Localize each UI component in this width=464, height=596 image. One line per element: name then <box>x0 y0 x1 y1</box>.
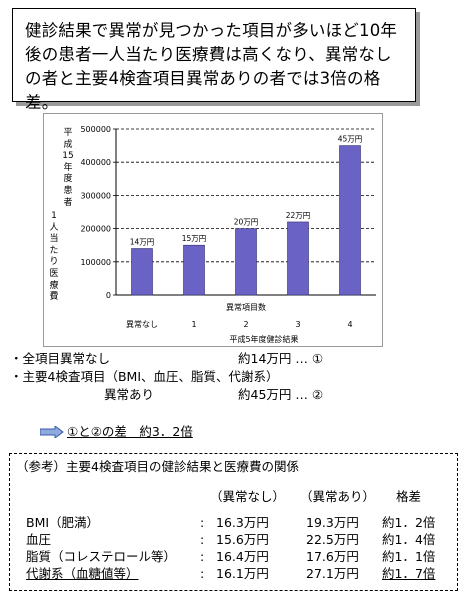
right-arrow-icon <box>40 426 64 438</box>
x-tick-label: 異常なし <box>126 320 158 329</box>
row-name: 血圧 <box>26 532 52 547</box>
row-name: BMI（肥満） <box>26 515 100 530</box>
headline-box: 健診結果で異常が見つかった項目が多いほど10年後の患者一人当たり医療費は高くなり… <box>12 8 416 112</box>
data-label: 45万円 <box>338 135 363 144</box>
row-abnormal-value: 27.1万円 <box>306 566 359 581</box>
y-tick-label: 500000 <box>80 125 111 134</box>
header-normal: （異常なし） <box>210 489 286 504</box>
y-axis-label-part1: 平成15年度患者 <box>62 128 74 208</box>
row-normal-value: 16.3万円 <box>216 515 269 530</box>
data-label: 15万円 <box>182 234 207 243</box>
row-colon: : <box>200 515 205 530</box>
row-ratio: 約1．4倍 <box>382 532 436 547</box>
note-four-items-label: ・主要4検査項目（BMI、血圧、脂質、代謝系） <box>10 369 279 384</box>
row-ratio: 約1．7倍 <box>382 566 436 581</box>
y-tick-label: 400000 <box>80 158 111 167</box>
x-tick-label: 3 <box>295 320 300 329</box>
row-abnormal-value: 19.3万円 <box>306 515 359 530</box>
row-name: 代謝系（血糖値等） <box>26 566 139 581</box>
data-label: 22万円 <box>286 211 311 220</box>
x-tick-label: 1 <box>191 320 196 329</box>
chart-panel: 平成15年度患者 1人当たり医療費 0 100000 200000 300000 400… <box>43 113 383 347</box>
headline-text: 健診結果で異常が見つかった項目が多いほど10年後の患者一人当たり医療費は高くなり… <box>25 21 398 112</box>
reference-title: （参考）主要4検査項目の健診結果と医療費の関係 <box>16 459 299 474</box>
note-all-normal-value: 約14万円 … ① <box>238 351 324 366</box>
x-axis-title: 異常項目数 <box>226 302 266 312</box>
note-all-normal-label: ・全項目異常なし <box>10 351 111 366</box>
row-normal-value: 16.4万円 <box>216 549 269 564</box>
note-abnormal-label: 異常あり <box>104 387 155 402</box>
row-ratio: 約1．1倍 <box>382 549 436 564</box>
row-colon: : <box>200 532 205 547</box>
row-colon: : <box>200 566 205 581</box>
row-abnormal-value: 22.5万円 <box>306 532 359 547</box>
row-normal-value: 16.1万円 <box>216 566 269 581</box>
x-tick-label: 2 <box>243 320 248 329</box>
bar <box>183 244 205 296</box>
note-abnormal-value: 約45万円 … ② <box>238 387 324 402</box>
reference-panel: （参考）主要4検査項目の健診結果と医療費の関係 （異常なし） （異常あり） 格差… <box>9 453 458 591</box>
row-normal-value: 15.6万円 <box>216 532 269 547</box>
header-abnormal: （異常あり） <box>300 489 376 504</box>
row-ratio: 約1．2倍 <box>382 515 436 530</box>
data-label: 20万円 <box>234 218 259 227</box>
bar <box>235 228 257 296</box>
y-axis-label-part2: 1人当たり医療費 <box>49 211 59 303</box>
row-colon: : <box>200 549 205 564</box>
header-ratio: 格差 <box>396 489 422 504</box>
row-name: 脂質（コレステロール等） <box>26 549 177 564</box>
bar <box>339 145 361 296</box>
y-tick-label: 300000 <box>80 191 111 200</box>
bar <box>131 248 153 296</box>
x-axis-subtitle: 平成5年度健診結果 <box>229 334 298 344</box>
x-tick-label: 4 <box>347 320 352 329</box>
row-abnormal-value: 17.6万円 <box>306 549 359 564</box>
difference-text: ①と②の差 約3．2倍 <box>67 424 193 439</box>
bar <box>287 221 309 296</box>
y-tick-label: 0 <box>106 291 111 300</box>
y-tick-label: 100000 <box>80 258 111 267</box>
y-tick-label: 200000 <box>80 225 111 234</box>
data-label: 14万円 <box>130 238 155 247</box>
